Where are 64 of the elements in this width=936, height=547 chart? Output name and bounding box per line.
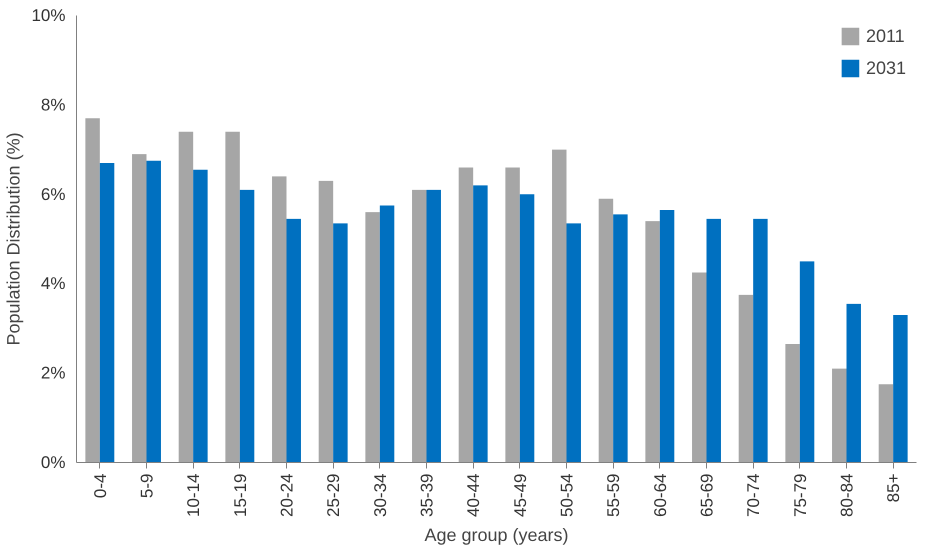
bar [566, 223, 581, 462]
x-tick-label: 40-44 [464, 473, 484, 517]
bar [365, 212, 380, 462]
bar [132, 154, 146, 462]
bar [552, 150, 566, 462]
y-tick-label: 8% [40, 95, 66, 114]
bar [286, 218, 301, 462]
y-tick-label: 10% [31, 6, 66, 25]
x-tick-label: 20-24 [278, 473, 296, 517]
bar [753, 218, 768, 462]
x-tick-label: 80-84 [838, 473, 856, 517]
bar [800, 261, 814, 462]
bar [613, 214, 628, 462]
x-tick-label: 50-54 [558, 473, 576, 517]
bar [738, 294, 754, 462]
bar [380, 205, 394, 462]
x-tick-label: 0-4 [90, 473, 110, 498]
x-tick-label: 25-29 [324, 473, 344, 517]
y-tick-label: 0% [40, 453, 66, 472]
bar [318, 180, 334, 462]
legend-label: 2031 [866, 58, 906, 78]
bar [85, 118, 100, 462]
bar [333, 223, 348, 462]
legend-label: 2011 [866, 26, 905, 46]
y-tick-label: 2% [40, 364, 66, 383]
x-tick-label: 75-79 [790, 473, 810, 517]
bar [520, 194, 534, 462]
bar [505, 167, 520, 462]
x-tick-label: 15-19 [230, 473, 250, 517]
bar [598, 198, 614, 462]
y-tick-label: 4% [40, 274, 66, 294]
bar [193, 170, 208, 462]
x-axis-title: Age group (years) [424, 524, 569, 545]
x-tick-label: 30-34 [370, 473, 390, 517]
y-tick-label: 6% [40, 184, 66, 204]
bar [458, 167, 474, 462]
bar [272, 176, 286, 462]
bar [100, 163, 114, 462]
x-tick-label: 85+ [884, 473, 904, 502]
bar [893, 314, 908, 462]
x-tick-label: 55-59 [604, 473, 624, 517]
x-tick-label: 45-49 [510, 473, 530, 517]
bar [473, 185, 488, 462]
x-tick-label: 70-74 [744, 473, 764, 517]
bar [178, 132, 194, 462]
bar [146, 160, 161, 462]
x-tick-label: 60-64 [650, 473, 670, 517]
bar [692, 272, 706, 462]
x-tick-label: 65-69 [698, 473, 716, 517]
bar [846, 304, 861, 462]
y-axis-title: Population Distribution (%) [3, 132, 24, 346]
bar [706, 218, 721, 462]
bar [832, 368, 846, 462]
bar [645, 221, 660, 462]
x-tick-label: 35-39 [418, 473, 436, 517]
bar [785, 344, 800, 462]
bar [660, 210, 674, 462]
bar [412, 190, 426, 462]
bar [240, 190, 254, 462]
bar [426, 190, 441, 462]
bar [225, 132, 240, 462]
x-tick-label: 10-14 [184, 473, 204, 517]
bar [878, 384, 894, 462]
x-tick-label: 5-9 [138, 473, 156, 498]
